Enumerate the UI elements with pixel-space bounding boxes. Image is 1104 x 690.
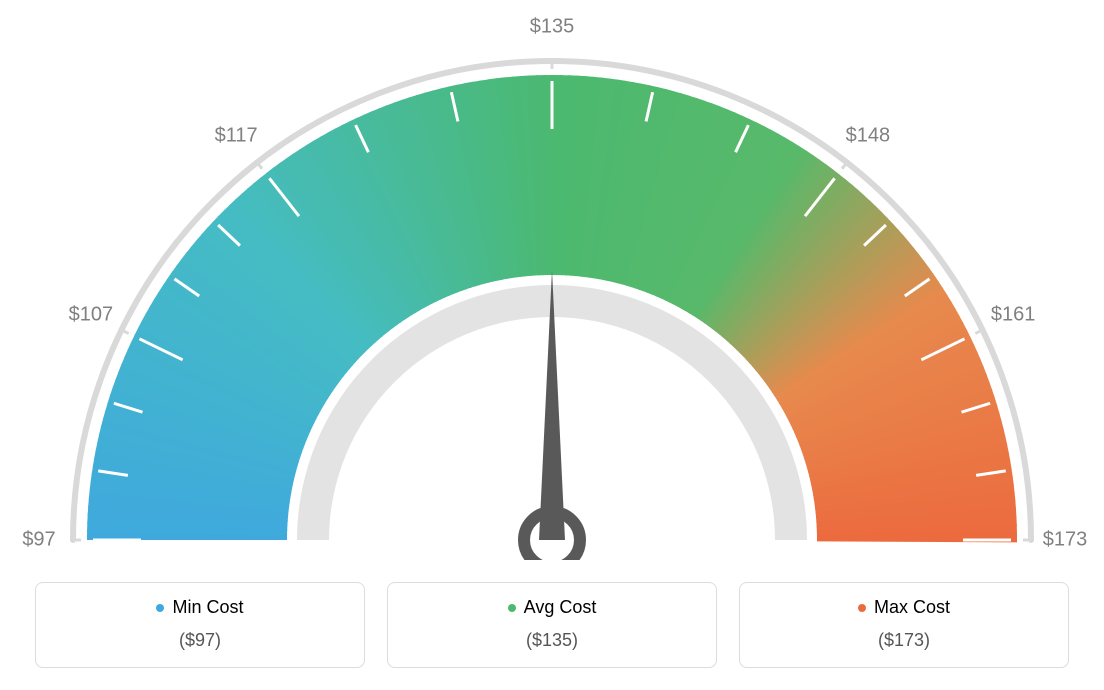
- gauge-tick-label: $135: [530, 16, 575, 39]
- legend-text-min: Min Cost: [172, 597, 243, 618]
- legend-card-min: Min Cost ($97): [35, 582, 365, 668]
- gauge-chart-container: $97 $107 $117 $135 $148 $161 $173 Min Cost ($9…: [0, 0, 1104, 690]
- legend-label-max: Max Cost: [858, 597, 950, 618]
- gauge-tick-label: $148: [846, 124, 891, 147]
- legend-value-min: ($97): [36, 630, 364, 651]
- legend-card-avg: Avg Cost ($135): [387, 582, 717, 668]
- legend-row: Min Cost ($97) Avg Cost ($135) Max Cost …: [35, 582, 1069, 668]
- gauge-tick-label: $117: [215, 124, 258, 147]
- gauge-tick-label: $107: [69, 304, 114, 327]
- gauge-tick-label: $161: [991, 304, 1036, 327]
- legend-value-avg: ($135): [388, 630, 716, 651]
- legend-dot-max: [858, 604, 866, 612]
- legend-text-avg: Avg Cost: [524, 597, 597, 618]
- gauge-svg: [0, 0, 1104, 560]
- legend-value-max: ($173): [740, 630, 1068, 651]
- legend-label-avg: Avg Cost: [508, 597, 597, 618]
- legend-label-min: Min Cost: [156, 597, 243, 618]
- legend-dot-avg: [508, 604, 516, 612]
- gauge-area: $97 $107 $117 $135 $148 $161 $173: [0, 0, 1104, 560]
- gauge-tick-label: $97: [22, 529, 55, 552]
- gauge-tick-label: $173: [1043, 529, 1088, 552]
- legend-card-max: Max Cost ($173): [739, 582, 1069, 668]
- legend-text-max: Max Cost: [874, 597, 950, 618]
- legend-dot-min: [156, 604, 164, 612]
